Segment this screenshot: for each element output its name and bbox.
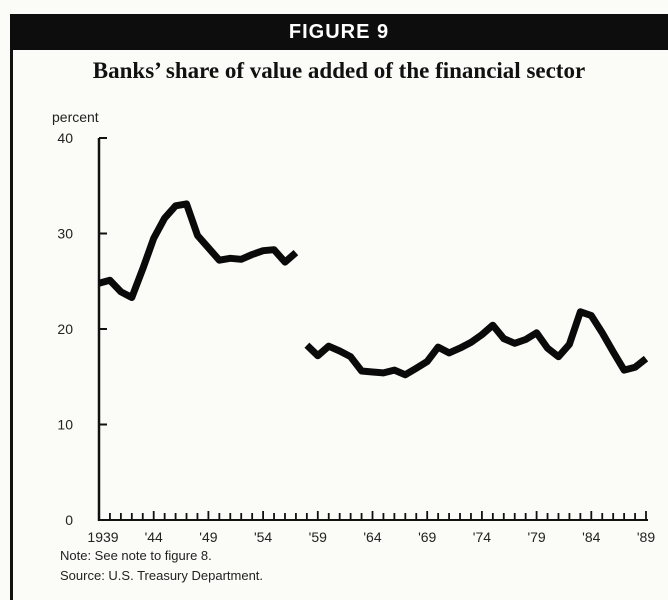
series-line-segment-1 <box>98 200 299 301</box>
y-tick-label: 0 <box>65 512 73 528</box>
y-tick-label: 40 <box>57 130 73 146</box>
y-tick-label: 20 <box>57 321 73 337</box>
y-tick-label: 10 <box>57 417 73 433</box>
x-ticks: 1939 '44 '49 '54 '59 '64 '69 '74 '79 '84 '89 <box>87 511 655 545</box>
y-ticks: 0 10 20 30 40 <box>57 130 107 528</box>
series-line-segment-2 <box>304 308 649 379</box>
chart-axes <box>97 138 648 521</box>
x-tick-label: '84 <box>582 529 600 545</box>
x-tick-label: '89 <box>637 529 655 545</box>
series-lines <box>98 200 649 379</box>
y-tick-label: 30 <box>57 226 73 242</box>
x-tick-label: '69 <box>418 529 436 545</box>
x-tick-label: '54 <box>254 529 272 545</box>
x-tick-label: '79 <box>527 529 545 545</box>
left-border-rule <box>10 48 13 600</box>
x-tick-label: '59 <box>309 529 327 545</box>
x-tick-label: '74 <box>473 529 491 545</box>
chart-source: Source: U.S. Treasury Department. <box>60 568 264 583</box>
x-tick-label: '64 <box>363 529 381 545</box>
chart-note: Note: See note to figure 8. <box>60 548 212 563</box>
chart-title: Banks’ share of value added of the finan… <box>92 58 586 83</box>
x-tick-label: '49 <box>199 529 217 545</box>
figure-banner: FIGURE 9 <box>10 14 668 50</box>
x-tick-label: 1939 <box>87 529 118 545</box>
y-axis-label: percent <box>52 109 99 125</box>
x-tick-label: '44 <box>145 529 163 545</box>
